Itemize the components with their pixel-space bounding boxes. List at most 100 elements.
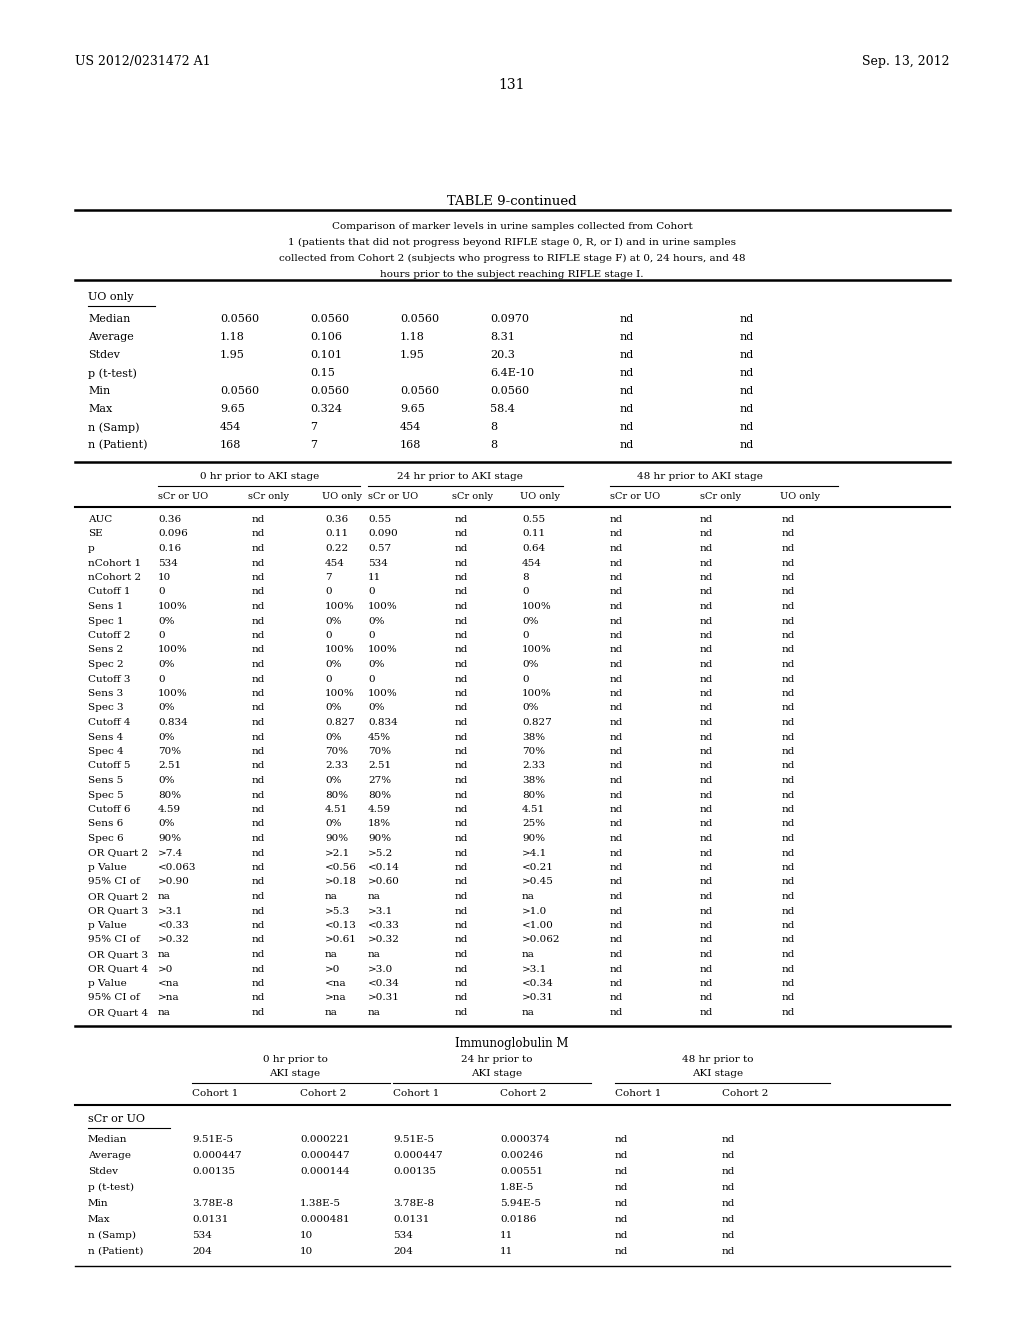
Text: na: na bbox=[158, 1008, 171, 1016]
Text: nd: nd bbox=[252, 950, 265, 960]
Text: nd: nd bbox=[455, 863, 468, 873]
Text: Spec 6: Spec 6 bbox=[88, 834, 124, 843]
Text: nd: nd bbox=[455, 689, 468, 698]
Text: <0.33: <0.33 bbox=[158, 921, 189, 931]
Text: <na: <na bbox=[158, 979, 179, 987]
Text: >0.32: >0.32 bbox=[368, 936, 400, 945]
Text: nd: nd bbox=[722, 1151, 735, 1159]
Text: Spec 3: Spec 3 bbox=[88, 704, 124, 713]
Text: nd: nd bbox=[700, 907, 714, 916]
Text: nd: nd bbox=[615, 1230, 629, 1239]
Text: 0.0186: 0.0186 bbox=[500, 1214, 537, 1224]
Text: 0: 0 bbox=[158, 675, 165, 684]
Text: nd: nd bbox=[782, 834, 796, 843]
Text: nCohort 2: nCohort 2 bbox=[88, 573, 141, 582]
Text: 0 hr prior to AKI stage: 0 hr prior to AKI stage bbox=[201, 473, 319, 480]
Text: 0.0560: 0.0560 bbox=[310, 314, 349, 323]
Text: nd: nd bbox=[252, 704, 265, 713]
Text: OR Quart 4: OR Quart 4 bbox=[88, 965, 148, 974]
Text: 11: 11 bbox=[500, 1230, 513, 1239]
Text: 80%: 80% bbox=[158, 791, 181, 800]
Text: nd: nd bbox=[455, 907, 468, 916]
Text: nd: nd bbox=[620, 440, 634, 450]
Text: nd: nd bbox=[700, 704, 714, 713]
Text: Median: Median bbox=[88, 314, 130, 323]
Text: nd: nd bbox=[722, 1246, 735, 1255]
Text: nd: nd bbox=[700, 878, 714, 887]
Text: 24 hr prior to AKI stage: 24 hr prior to AKI stage bbox=[397, 473, 523, 480]
Text: 2.51: 2.51 bbox=[158, 762, 181, 771]
Text: nd: nd bbox=[610, 515, 624, 524]
Text: nd: nd bbox=[700, 718, 714, 727]
Text: nd: nd bbox=[615, 1134, 629, 1143]
Text: 0.000447: 0.000447 bbox=[193, 1151, 242, 1159]
Text: 168: 168 bbox=[400, 440, 421, 450]
Text: OR Quart 3: OR Quart 3 bbox=[88, 907, 148, 916]
Text: 534: 534 bbox=[368, 558, 388, 568]
Text: nd: nd bbox=[700, 1008, 714, 1016]
Text: nd: nd bbox=[455, 820, 468, 829]
Text: 204: 204 bbox=[193, 1246, 212, 1255]
Text: 0: 0 bbox=[158, 587, 165, 597]
Text: nd: nd bbox=[615, 1151, 629, 1159]
Text: 0%: 0% bbox=[325, 820, 341, 829]
Text: Cutoff 6: Cutoff 6 bbox=[88, 805, 130, 814]
Text: nd: nd bbox=[455, 994, 468, 1002]
Text: 0%: 0% bbox=[158, 776, 174, 785]
Text: nd: nd bbox=[700, 863, 714, 873]
Text: nd: nd bbox=[455, 660, 468, 669]
Text: 100%: 100% bbox=[368, 645, 397, 655]
Text: 0.096: 0.096 bbox=[158, 529, 187, 539]
Text: nd: nd bbox=[782, 820, 796, 829]
Text: nd: nd bbox=[252, 631, 265, 640]
Text: 11: 11 bbox=[500, 1246, 513, 1255]
Text: 100%: 100% bbox=[522, 602, 552, 611]
Text: 38%: 38% bbox=[522, 776, 545, 785]
Text: sCr or UO: sCr or UO bbox=[368, 492, 418, 502]
Text: nd: nd bbox=[455, 892, 468, 902]
Text: nd: nd bbox=[252, 515, 265, 524]
Text: 0.090: 0.090 bbox=[368, 529, 397, 539]
Text: nd: nd bbox=[610, 849, 624, 858]
Text: nd: nd bbox=[740, 314, 755, 323]
Text: nd: nd bbox=[700, 675, 714, 684]
Text: 7: 7 bbox=[310, 422, 317, 432]
Text: nd: nd bbox=[455, 849, 468, 858]
Text: nd: nd bbox=[610, 950, 624, 960]
Text: 0%: 0% bbox=[522, 660, 539, 669]
Text: nd: nd bbox=[610, 747, 624, 756]
Text: nd: nd bbox=[610, 820, 624, 829]
Text: nd: nd bbox=[782, 631, 796, 640]
Text: nd: nd bbox=[615, 1246, 629, 1255]
Text: nd: nd bbox=[782, 573, 796, 582]
Text: 2.51: 2.51 bbox=[368, 762, 391, 771]
Text: >5.3: >5.3 bbox=[325, 907, 350, 916]
Text: nd: nd bbox=[455, 950, 468, 960]
Text: nd: nd bbox=[700, 892, 714, 902]
Text: nd: nd bbox=[700, 834, 714, 843]
Text: nd: nd bbox=[700, 544, 714, 553]
Text: Sens 3: Sens 3 bbox=[88, 689, 123, 698]
Text: nd: nd bbox=[252, 849, 265, 858]
Text: 0%: 0% bbox=[325, 616, 341, 626]
Text: nd: nd bbox=[455, 558, 468, 568]
Text: UO only: UO only bbox=[322, 492, 362, 502]
Text: 0.00551: 0.00551 bbox=[500, 1167, 543, 1176]
Text: nd: nd bbox=[610, 733, 624, 742]
Text: sCr only: sCr only bbox=[452, 492, 493, 502]
Text: 4.51: 4.51 bbox=[325, 805, 348, 814]
Text: nd: nd bbox=[455, 515, 468, 524]
Text: 100%: 100% bbox=[522, 689, 552, 698]
Text: 0.00135: 0.00135 bbox=[193, 1167, 234, 1176]
Text: nd: nd bbox=[252, 863, 265, 873]
Text: 18%: 18% bbox=[368, 820, 391, 829]
Text: 90%: 90% bbox=[522, 834, 545, 843]
Text: 90%: 90% bbox=[368, 834, 391, 843]
Text: 0.22: 0.22 bbox=[325, 544, 348, 553]
Text: p (t-test): p (t-test) bbox=[88, 1183, 134, 1192]
Text: <0.56: <0.56 bbox=[325, 863, 357, 873]
Text: nd: nd bbox=[782, 704, 796, 713]
Text: 0.11: 0.11 bbox=[325, 529, 348, 539]
Text: nd: nd bbox=[610, 645, 624, 655]
Text: 10: 10 bbox=[158, 573, 171, 582]
